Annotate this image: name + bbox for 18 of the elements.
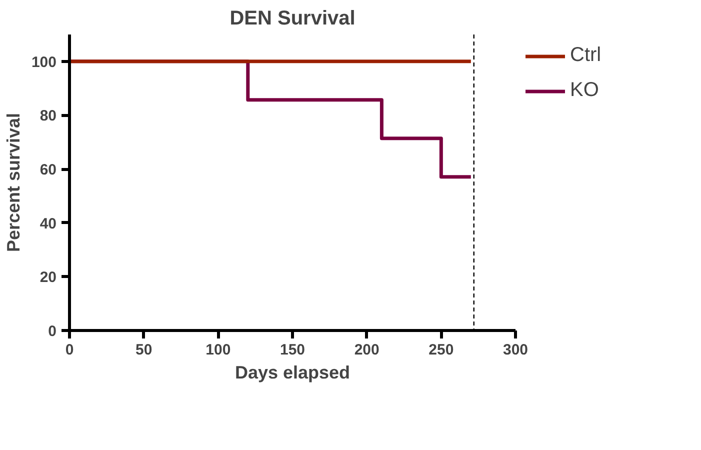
y-axis-title: Percent survival: [3, 112, 24, 252]
x-tick-label: 300: [502, 342, 528, 358]
x-tick-label: 100: [206, 342, 231, 358]
y-tick-label: 100: [31, 54, 57, 71]
y-tick-label: 0: [48, 323, 56, 340]
y-tick-label: 80: [40, 108, 57, 125]
x-tick-label: 50: [135, 342, 152, 358]
chart-title: DEN Survival: [230, 8, 356, 30]
x-tick-label: 0: [65, 342, 74, 358]
x-axis-title: Days elapsed: [234, 362, 350, 382]
y-tick-label: 40: [40, 215, 57, 232]
y-tick-label: 20: [40, 269, 57, 286]
x-tick-label: 200: [354, 342, 380, 358]
y-tick-label: 60: [40, 162, 57, 179]
legend-label: Ctrl: [570, 44, 602, 67]
x-tick-label: 150: [280, 342, 306, 358]
legend-label: KO: [570, 79, 600, 102]
x-tick-label: 250: [428, 342, 454, 358]
